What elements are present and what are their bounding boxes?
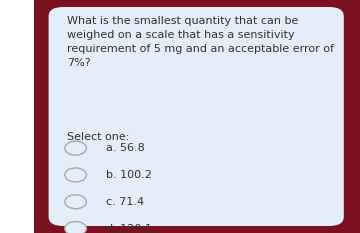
Circle shape xyxy=(65,168,86,182)
FancyBboxPatch shape xyxy=(0,0,34,233)
FancyBboxPatch shape xyxy=(49,7,344,226)
Text: a. 56.8: a. 56.8 xyxy=(106,143,145,153)
Text: d. 120.1: d. 120.1 xyxy=(106,223,152,233)
Text: b. 100.2: b. 100.2 xyxy=(106,170,152,180)
Text: What is the smallest quantity that can be
weighed on a scale that has a sensitiv: What is the smallest quantity that can b… xyxy=(67,16,334,68)
Circle shape xyxy=(65,195,86,209)
Text: c. 71.4: c. 71.4 xyxy=(106,197,144,207)
Circle shape xyxy=(65,222,86,233)
Circle shape xyxy=(65,141,86,155)
Text: Select one:: Select one: xyxy=(67,132,129,142)
